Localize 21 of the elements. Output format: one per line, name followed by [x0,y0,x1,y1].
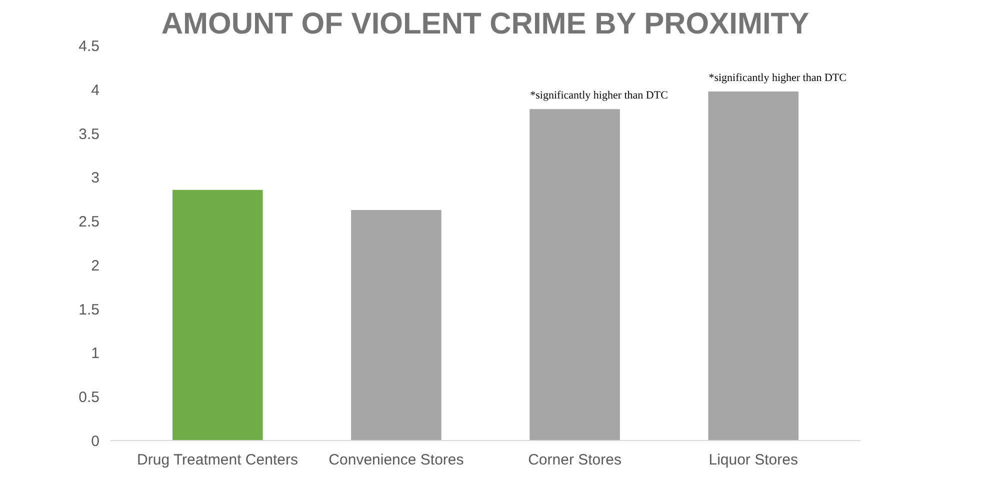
y-tick-label: 1 [91,345,100,362]
y-tick-label: 0 [91,433,100,450]
y-tick-label: 3.5 [78,126,100,143]
y-tick-label: 1.5 [78,301,100,318]
y-tick-label: 2.5 [78,214,100,231]
x-tick-label: Drug Treatment Centers [137,452,298,468]
annotation: *significantly higher than DTC [708,72,846,84]
x-tick-label: Convenience Stores [328,452,464,468]
annotation: *significantly higher than DTC [530,90,668,102]
x-tick-label: Corner Stores [528,452,622,468]
bar [172,190,263,440]
bar [708,92,798,440]
bar [530,109,620,440]
y-tick-label: 0.5 [78,389,100,406]
bar [351,210,442,440]
y-tick-label: 3 [91,170,100,187]
y-tick-label: 4 [91,82,100,99]
y-tick-label: 2 [91,257,100,274]
y-tick-label: 4.5 [78,38,100,55]
chart-title: AMOUNT OF VIOLENT CRIME BY PROXIMITY [161,8,810,40]
x-tick-label: Liquor Stores [708,452,798,468]
